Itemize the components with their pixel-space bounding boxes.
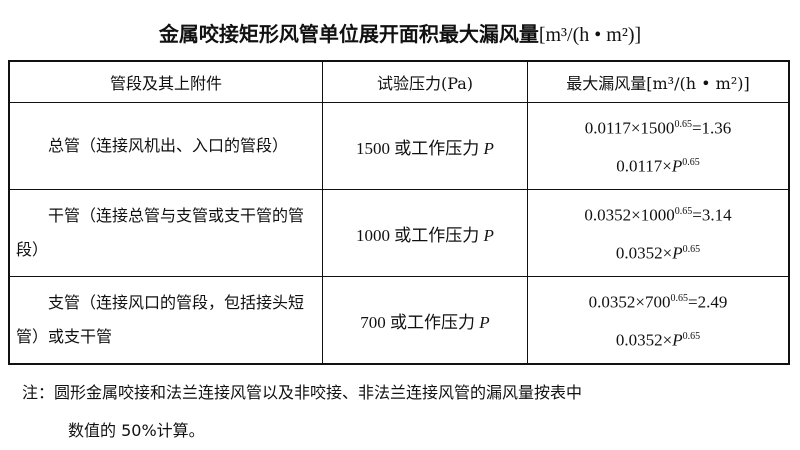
- leak-formula: 0.0117×15000.65=1.36: [529, 108, 787, 146]
- formula-exp: 0.65: [670, 293, 689, 305]
- table-title: 金属咬接矩形风管单位展开面积最大漏风量[m³/(h • m²)]: [0, 18, 800, 47]
- leak-general: 0.0352×P0.65: [529, 233, 787, 271]
- formula-base: 0.0352×1000: [584, 206, 675, 225]
- table-header-row: 管段及其上附件 试验压力(Pa) 最大漏风量[m³/(h • m²)]: [8, 60, 790, 103]
- pressure-cell: 1500 或工作压力 P: [322, 102, 528, 190]
- pressure-cell: 1000 或工作压力 P: [322, 189, 528, 277]
- pressure-symbol: P: [483, 225, 494, 245]
- formula-p: P: [672, 330, 683, 350]
- pressure-symbol: P: [479, 312, 490, 332]
- title-unit: [m³/(h • m²)]: [538, 24, 642, 46]
- table-row: 支管（连接风口的管段，包括接头短管）或支干管 700 或工作压力 P 0.035…: [8, 276, 790, 365]
- formula-coef: 0.0352×: [615, 243, 673, 263]
- segment-cell: 支管（连接风口的管段，包括接头短管）或支干管: [8, 276, 323, 365]
- formula-exp: 0.65: [682, 244, 701, 255]
- formula-exp: 0.65: [682, 157, 700, 168]
- table-row: 总管（连接风机出、入口的管段） 1500 或工作压力 P 0.0117×1500…: [8, 102, 790, 190]
- title-text: 金属咬接矩形风管单位展开面积最大漏风量: [158, 22, 539, 46]
- leakage-cell: 0.0352×7000.65=2.49 0.0352×P0.65: [527, 276, 790, 365]
- leak-general: 0.0117×P0.65: [529, 146, 787, 184]
- formula-coef: 0.0117×: [616, 156, 672, 176]
- formula-exp: 0.65: [674, 119, 692, 131]
- table-note: 注：圆形金属咬接和法兰连接风管以及非咬接、非法兰连接风管的漏风量按表中 数值的 …: [22, 374, 792, 450]
- leak-formula: 0.0352×10000.65=3.14: [529, 195, 787, 233]
- header-leakage: 最大漏风量[m³/(h • m²)]: [527, 60, 790, 103]
- pressure-value: 1000 或工作压力: [356, 225, 484, 245]
- formula-result: =3.14: [692, 206, 732, 225]
- leakage-cell: 0.0117×15000.65=1.36 0.0117×P0.65: [527, 102, 790, 190]
- formula-base: 0.0352×700: [588, 293, 671, 312]
- leakage-table: 管段及其上附件 试验压力(Pa) 最大漏风量[m³/(h • m²)] 总管（连…: [8, 60, 790, 365]
- segment-cell: 总管（连接风机出、入口的管段）: [8, 102, 323, 190]
- formula-exp: 0.65: [674, 206, 693, 218]
- leak-formula: 0.0352×7000.65=2.49: [529, 282, 787, 320]
- leakage-cell: 0.0352×10000.65=3.14 0.0352×P0.65: [527, 189, 790, 277]
- formula-result: =2.49: [688, 293, 728, 312]
- formula-coef: 0.0352×: [615, 330, 673, 350]
- note-line-1: 注：圆形金属咬接和法兰连接风管以及非咬接、非法兰连接风管的漏风量按表中: [22, 383, 583, 402]
- header-segment: 管段及其上附件: [8, 60, 323, 103]
- header-pressure: 试验压力(Pa): [322, 60, 528, 103]
- formula-p: P: [672, 243, 683, 263]
- segment-cell: 干管（连接总管与支管或支干管的管段）: [8, 189, 323, 277]
- formula-p: P: [671, 156, 683, 176]
- leak-general: 0.0352×P0.65: [529, 320, 787, 358]
- formula-base: 0.0117×1500: [584, 119, 675, 138]
- pressure-cell: 700 或工作压力 P: [322, 276, 528, 365]
- formula-result: =1.36: [691, 119, 732, 138]
- table-row: 干管（连接总管与支管或支干管的管段） 1000 或工作压力 P 0.0352×1…: [8, 189, 790, 277]
- note-line-2: 数值的 50%计算。: [68, 421, 205, 440]
- pressure-symbol: P: [483, 138, 494, 158]
- pressure-value: 1500 或工作压力: [356, 138, 484, 158]
- formula-exp: 0.65: [682, 331, 701, 342]
- pressure-value: 700 或工作压力: [360, 312, 480, 332]
